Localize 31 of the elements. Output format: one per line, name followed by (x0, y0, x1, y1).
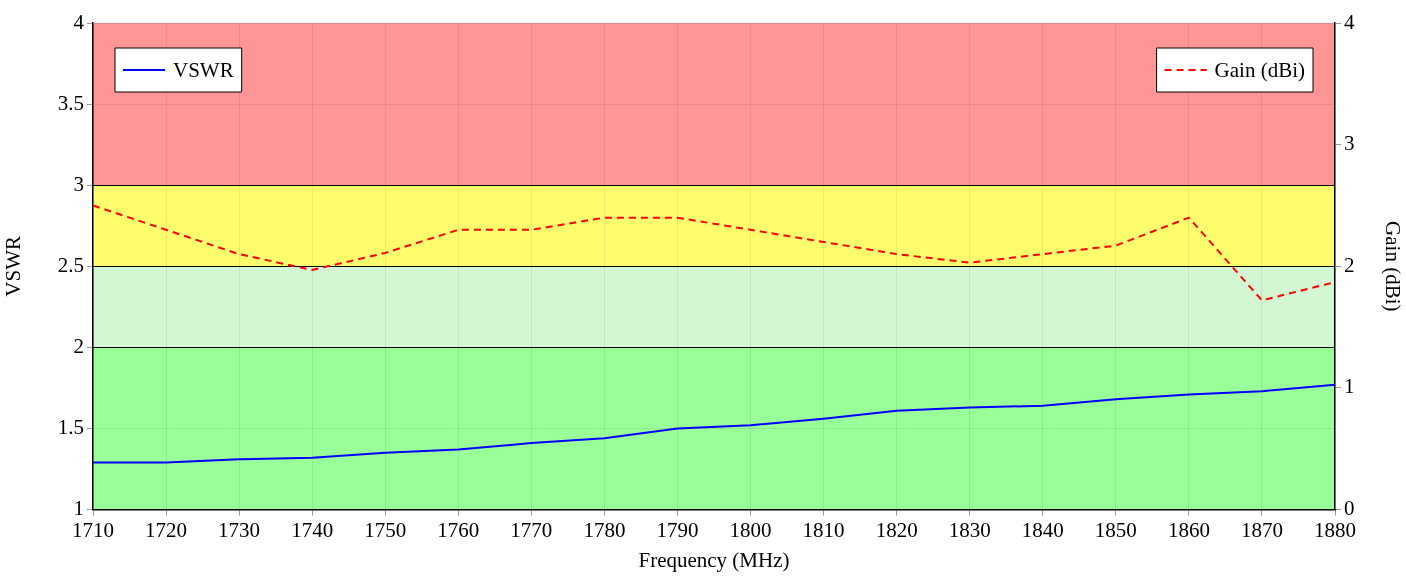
y-tick-label: 4 (73, 9, 85, 34)
legend-label: Gain (dBi) (1214, 57, 1306, 82)
y2-tick-label: 1 (1344, 374, 1355, 399)
x-tick-label: 1780 (583, 517, 626, 542)
y-tick-label: 3 (73, 171, 84, 196)
x-tick-label: 1840 (1021, 517, 1064, 542)
y2-tick-label: 4 (1344, 9, 1355, 34)
x-tick-label: 1730 (218, 517, 261, 542)
y-tick-label: 2.5 (57, 252, 84, 277)
y-tick-label: 1.5 (57, 415, 84, 440)
x-tick-label: 1800 (729, 517, 772, 542)
x-tick-label: 1850 (1094, 517, 1137, 542)
x-tick-label: 1860 (1167, 517, 1210, 542)
x-tick-label: 1790 (656, 517, 699, 542)
x-tick-label: 1810 (802, 517, 845, 542)
x-tick-label: 1820 (875, 517, 918, 542)
x-axis-title: Frequency (MHz) (638, 547, 790, 572)
x-tick-label: 1830 (948, 517, 991, 542)
x-tick-label: 1770 (510, 517, 553, 542)
x-tick-label: 1760 (437, 517, 480, 542)
x-tick-label: 1740 (291, 517, 334, 542)
y-tick-label: 2 (73, 333, 84, 358)
y2-tick-label: 2 (1344, 252, 1355, 277)
y-tick-label: 3.5 (57, 90, 84, 115)
x-tick-label: 1720 (145, 517, 188, 542)
y2-tick-label: 3 (1344, 131, 1355, 156)
legend-label: VSWR (173, 57, 234, 82)
y-axis-title: VSWR (1, 235, 26, 297)
x-tick-label: 1870 (1240, 517, 1283, 542)
x-tick-label: 1750 (364, 517, 407, 542)
y2-axis-title: Gain (dBi) (1380, 221, 1405, 312)
